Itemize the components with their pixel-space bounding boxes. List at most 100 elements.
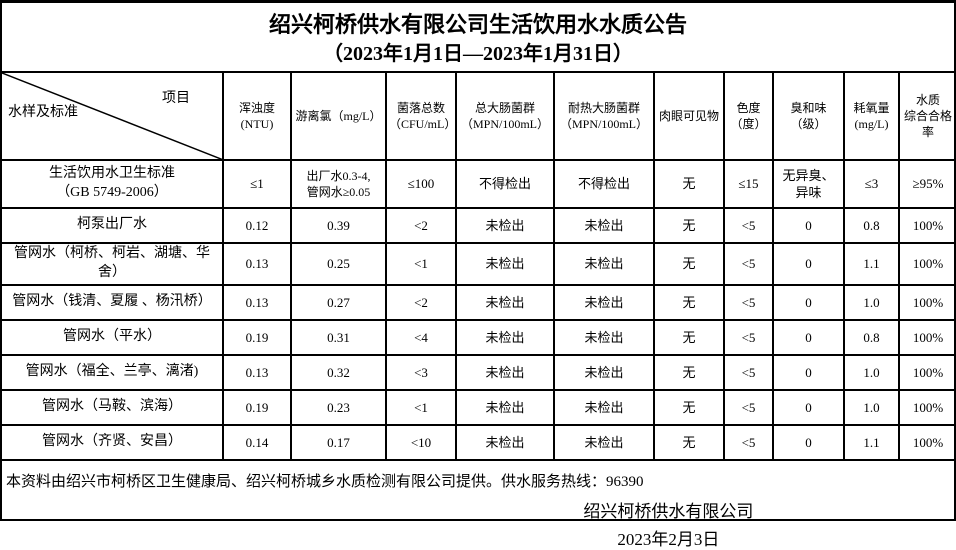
value-cell: 无 [653, 242, 725, 286]
column-header: 耗氧量 (mg/L) [843, 70, 900, 162]
value-cell: 不得检出 [455, 159, 555, 210]
value-cell: 0 [772, 242, 845, 286]
value-cell: <2 [385, 283, 457, 321]
table-row: 生活饮用水卫生标准 （GB 5749-2006） ≤1 出厂水0.3-4, 管网水≥… [0, 159, 956, 210]
value-cell: 1.0 [843, 283, 900, 321]
value-cell: 0 [772, 207, 845, 245]
value-cell: 0.8 [843, 207, 900, 245]
value-cell: ≤15 [723, 159, 774, 210]
column-header: 总大肠菌群 （MPN/100mL） [455, 70, 555, 162]
column-header: 菌落总数 （CFU/mL） [385, 70, 457, 162]
value-cell: 0 [772, 318, 845, 356]
value-cell: 未检出 [553, 207, 655, 245]
value-cell: 未检出 [553, 423, 655, 461]
value-cell: 0.23 [290, 388, 387, 426]
value-cell: 0.14 [222, 423, 292, 461]
value-cell: <1 [385, 242, 457, 286]
row-label: 管网水（平水） [0, 318, 224, 356]
value-cell: <5 [723, 423, 774, 461]
column-header: 浑浊度 (NTU) [222, 70, 292, 162]
table-row: 管网水（马鞍、滨海） 0.19 0.23 <1 未检出 未检出无 <5 0 1.0 100% [0, 388, 956, 426]
column-header: 游离氯（mg/L） [290, 70, 387, 162]
value-cell: 未检出 [553, 388, 655, 426]
value-cell: 无 [653, 283, 725, 321]
column-header: 水质 综合合格率 [898, 70, 956, 162]
value-cell: 无 [653, 159, 725, 210]
page-title: 绍兴柯桥供水有限公司生活饮用水水质公告 [268, 12, 687, 37]
value-cell: <5 [723, 388, 774, 426]
row-label: 管网水（钱清、夏履 、杨汛桥） [0, 283, 224, 321]
value-cell: 0.25 [290, 242, 387, 286]
value-cell: 0.32 [290, 353, 387, 391]
table-row: 管网水（钱清、夏履 、杨汛桥） 0.13 0.27 <2 未检出 未检出无 <5 0 1.0 10… [0, 283, 956, 321]
value-cell: 100% [898, 423, 956, 461]
value-cell: 0.8 [843, 318, 900, 356]
value-cell: ≤1 [222, 159, 292, 210]
value-cell: 无 [653, 207, 725, 245]
value-cell: 未检出 [455, 353, 555, 391]
value-cell: ≤100 [385, 159, 457, 210]
value-cell: 0 [772, 388, 845, 426]
value-cell: 0 [772, 353, 845, 391]
corner-label-items: 项目 [162, 90, 190, 106]
value-cell: 无异臭、 异味 [772, 159, 845, 210]
value-cell: 100% [898, 388, 956, 426]
value-cell: 未检出 [455, 318, 555, 356]
value-cell: 100% [898, 242, 956, 286]
value-cell: 0 [772, 423, 845, 461]
value-cell: 未检出 [553, 353, 655, 391]
value-cell: 未检出 [553, 283, 655, 321]
value-cell: <3 [385, 353, 457, 391]
value-cell: 0 [772, 283, 845, 321]
footer-note: 本资料由绍兴市柯桥区卫生健康局、绍兴柯桥城乡水质检测有限公司提供。供水服务热线：… [6, 473, 644, 490]
value-cell: 0.13 [222, 353, 292, 391]
company-name: 绍兴柯桥供水有限公司 [583, 501, 754, 521]
row-label: 柯泵出厂水 [0, 207, 224, 245]
value-cell: 未检出 [455, 388, 555, 426]
table-row: 管网水（平水） 0.19 0.31 <4 未检出 未检出无 <5 0 0.8 100% [0, 318, 956, 356]
value-cell: <5 [723, 318, 774, 356]
value-cell: 出厂水0.3-4, 管网水≥0.05 [290, 159, 387, 210]
value-cell: 100% [898, 207, 956, 245]
diagonal-divider [2, 73, 222, 159]
table-row: 管网水（柯桥、柯岩、湖塘、华舍） 0.13 0.25 <1 未检出 未检出无 <5 0 1.1 1… [0, 242, 956, 286]
table-row: 管网水（福全、兰亭、漓渚) 0.13 0.32 <3 未检出 未检出无 <5 0 1.0 100% [0, 353, 956, 391]
corner-label-samples: 水样及标准 [8, 104, 78, 120]
value-cell: <5 [723, 353, 774, 391]
value-cell: <5 [723, 283, 774, 321]
value-cell: 1.0 [843, 353, 900, 391]
value-cell: 0.17 [290, 423, 387, 461]
value-cell: 100% [898, 283, 956, 321]
value-cell: 未检出 [455, 423, 555, 461]
value-cell: 0.39 [290, 207, 387, 245]
column-header: 肉眼可见物 [653, 70, 725, 162]
title-block: 绍兴柯桥供水有限公司生活饮用水水质公告 （2023年1月1日—2023年1月31… [2, 3, 954, 71]
page-subtitle: （2023年1月1日—2023年1月31日） [323, 42, 633, 65]
value-cell: 1.1 [843, 423, 900, 461]
table-row: 柯泵出厂水 0.12 0.39 <2 未检出 未检出无 <5 0 0.8 100% [0, 207, 956, 245]
value-cell: ≤3 [843, 159, 900, 210]
value-cell: 无 [653, 318, 725, 356]
value-cell: 未检出 [553, 242, 655, 286]
value-cell: 0.31 [290, 318, 387, 356]
value-cell: 100% [898, 353, 956, 391]
value-cell: ≥95% [898, 159, 956, 210]
column-header: 色度 （度） [723, 70, 774, 162]
value-cell: 100% [898, 318, 956, 356]
value-cell: 0.12 [222, 207, 292, 245]
column-header: 耐热大肠菌群 （MPN/100mL） [553, 70, 655, 162]
value-cell: 无 [653, 353, 725, 391]
value-cell: 0.13 [222, 242, 292, 286]
value-cell: 0.27 [290, 283, 387, 321]
value-cell: 不得检出 [553, 159, 655, 210]
value-cell: <5 [723, 207, 774, 245]
row-label: 管网水（柯桥、柯岩、湖塘、华舍） [0, 242, 224, 286]
value-cell: 未检出 [455, 283, 555, 321]
publish-date: 2023年2月3日 [617, 529, 720, 549]
value-cell: 0.19 [222, 388, 292, 426]
value-cell: <10 [385, 423, 457, 461]
value-cell: 1.0 [843, 388, 900, 426]
water-quality-table: 项目 水样及标准 浑浊度 (NTU) 游离氯（mg/L） 菌落总数 （CFU/mL）… [0, 70, 956, 461]
water-table-body: 项目 水样及标准 浑浊度 (NTU) 游离氯（mg/L） 菌落总数 （CFU/mL）… [0, 70, 956, 461]
